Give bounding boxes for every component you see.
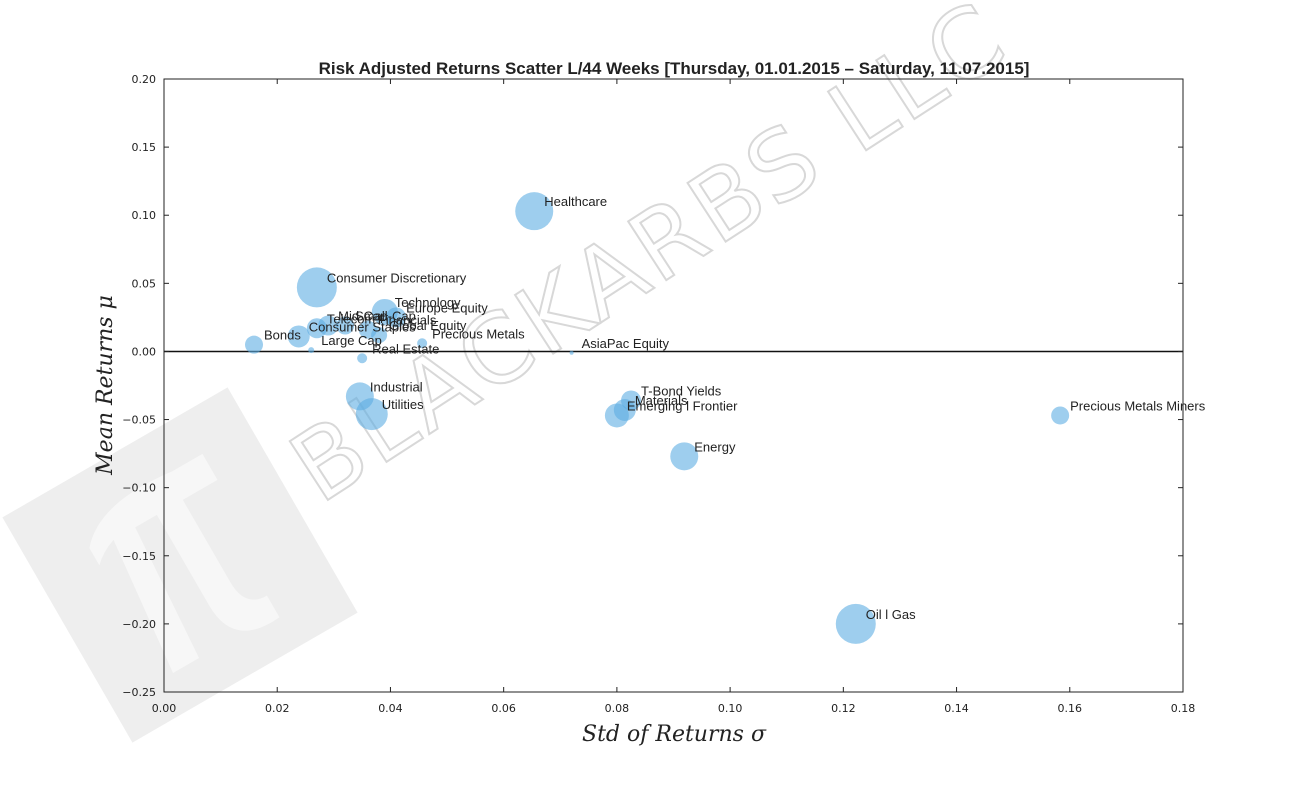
y-tick-label: 0.05 (132, 277, 157, 290)
data-point[interactable] (604, 403, 629, 428)
data-point-label: Large Cap (321, 333, 382, 348)
x-tick-label: 0.18 (1171, 702, 1196, 715)
data-point-label: Oil l Gas (866, 607, 916, 622)
x-tick-label: 0.16 (1058, 702, 1083, 715)
x-tick-label: 0.04 (378, 702, 403, 715)
data-point[interactable] (357, 353, 368, 364)
data-point[interactable] (515, 192, 554, 231)
data-point[interactable] (386, 307, 407, 328)
x-tick-label: 0.08 (605, 702, 630, 715)
data-point-label: Mid-Cap (338, 309, 387, 324)
y-tick-label: −0.15 (122, 550, 156, 563)
y-tick-label: 0.15 (132, 141, 157, 154)
y-tick-label: −0.20 (122, 618, 156, 631)
data-point[interactable] (308, 347, 315, 354)
data-point[interactable] (417, 338, 428, 349)
plot-area (163, 78, 1184, 693)
data-point-label: Industrial (370, 379, 423, 394)
data-point-label: Precious Metals Miners (1070, 398, 1206, 413)
data-point-label: Technology (395, 295, 461, 310)
data-point-label: Real Estate (372, 341, 439, 356)
data-point[interactable] (296, 267, 337, 308)
data-point-label: Bonds (264, 328, 301, 343)
data-point[interactable] (371, 327, 388, 344)
data-point-label: Materials (635, 393, 688, 408)
data-point[interactable] (355, 398, 388, 431)
axis-ticks: 0.00 0.02 0.04 0.06 0.08 0.10 0.12 0.14 0.16 0.18… (122, 73, 1195, 715)
data-point-label: AsiaPac Equity (582, 336, 670, 351)
data-point[interactable] (569, 350, 574, 355)
data-point[interactable] (1051, 406, 1070, 425)
data-point-label: Consumer Staples (309, 319, 416, 334)
data-point-label: Small-Cap (355, 309, 416, 324)
data-point-label: Telecom (327, 311, 375, 326)
y-axis-label: Mean Returns μ (93, 295, 118, 476)
x-tick-label: 0.00 (152, 702, 177, 715)
data-point[interactable] (835, 603, 876, 644)
y-tick-label: −0.25 (122, 686, 156, 699)
y-tick-label: −0.10 (122, 482, 156, 495)
x-tick-label: 0.10 (718, 702, 743, 715)
x-tick-label: 0.06 (491, 702, 516, 715)
data-point[interactable] (318, 315, 339, 336)
chart-title: Risk Adjusted Returns Scatter L/44 Weeks… (319, 59, 1030, 78)
y-tick-label: 0.10 (132, 209, 157, 222)
x-tick-label: 0.14 (944, 702, 969, 715)
y-tick-label: −0.05 (122, 414, 156, 427)
data-point-label: Precious Metals (432, 326, 525, 341)
x-tick-label: 0.12 (831, 702, 856, 715)
data-point-label: Global Equity (389, 318, 467, 333)
data-point-label: Utilities (382, 397, 424, 412)
pi-logo-icon (2, 387, 358, 743)
data-point-label: Financials (378, 313, 437, 328)
x-axis-label: Std of Returns σ (582, 722, 767, 747)
data-point[interactable] (336, 316, 355, 335)
x-tick-label: 0.02 (265, 702, 290, 715)
y-tick-label: 0.00 (132, 345, 157, 358)
data-point[interactable] (287, 325, 310, 348)
data-point-label: Emerging l Frontier (627, 398, 738, 413)
bubbles (245, 192, 1070, 644)
y-tick-label: 0.20 (132, 73, 157, 86)
data-point-label: Healthcare (544, 194, 607, 209)
data-point-label: Energy (694, 439, 736, 454)
data-point[interactable] (670, 442, 699, 471)
data-point-label: Europe Equity (406, 300, 488, 315)
data-point[interactable] (245, 335, 264, 354)
data-point-label: Consumer Discretionary (327, 270, 467, 285)
data-point-label: T-Bond Yields (641, 383, 722, 398)
